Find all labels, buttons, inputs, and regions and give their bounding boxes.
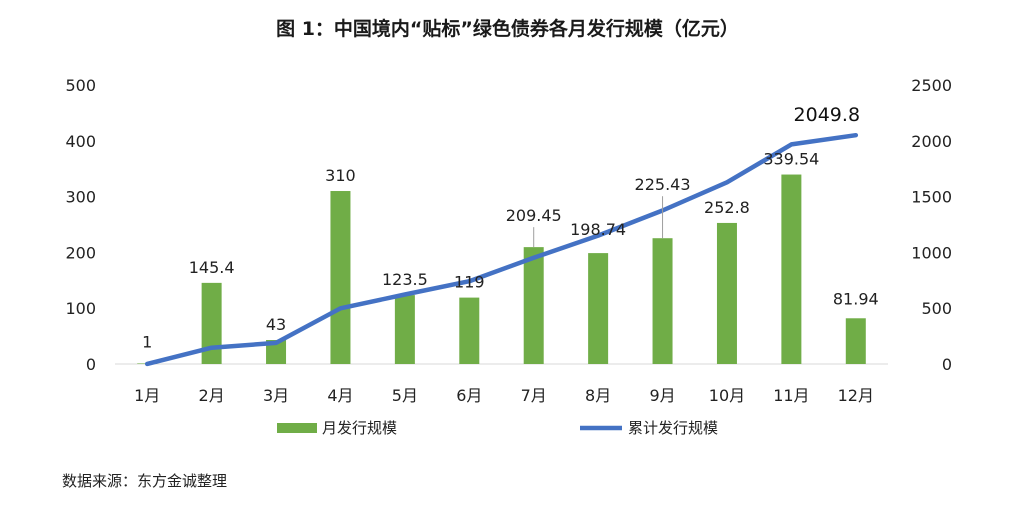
x-tick-label: 7月 (521, 386, 547, 405)
x-tick-label: 5月 (392, 386, 418, 405)
y-left-tick-label: 200 (65, 243, 96, 262)
line-end-label: 2049.8 (794, 104, 860, 126)
cumulative-line (144, 132, 859, 367)
bar (266, 340, 287, 364)
bar-data-label: 119 (454, 273, 485, 292)
y-left-tick-label: 500 (65, 76, 96, 95)
x-tick-label: 6月 (456, 386, 482, 405)
chart-title: 图 1：中国境内“贴标”绿色债券各月发行规模（亿元） (276, 18, 739, 40)
y-left-tick-label: 300 (65, 188, 96, 207)
bar (459, 297, 480, 364)
bar-data-label: 145.4 (189, 258, 235, 277)
y-right-tick-label: 2500 (911, 76, 952, 95)
y-left-tick-label: 100 (65, 299, 96, 318)
bar (201, 282, 222, 364)
bar-data-label: 339.54 (763, 150, 819, 169)
bar-data-label: 310 (325, 166, 356, 185)
bar-data-label: 225.43 (635, 175, 691, 194)
x-tick-label: 12月 (838, 386, 874, 405)
y-left-tick-label: 400 (65, 132, 96, 151)
bar-data-label: 252.8 (704, 198, 750, 217)
y-right-tick-label: 0 (942, 355, 952, 374)
y-right-tick-label: 2000 (911, 132, 952, 151)
x-tick-label: 11月 (773, 386, 809, 405)
bar (845, 318, 866, 364)
y-left-tick-label: 0 (86, 355, 96, 374)
bar (394, 295, 415, 364)
bar (588, 253, 609, 364)
bar-data-label: 123.5 (382, 270, 428, 289)
y-right-tick-label: 1500 (911, 188, 952, 207)
bar-data-label: 81.94 (833, 289, 879, 308)
bar-data-label: 1 (142, 332, 152, 351)
bar (652, 238, 673, 364)
y-right-tick-label: 1000 (911, 243, 952, 262)
x-tick-label: 2月 (199, 386, 225, 405)
bar-data-label: 198.74 (570, 220, 626, 239)
legend-swatch-bar (277, 423, 317, 433)
legend-label-line: 累计发行规模 (628, 419, 718, 437)
bar (781, 174, 802, 364)
x-tick-label: 1月 (134, 386, 160, 405)
x-tick-label: 4月 (327, 386, 353, 405)
x-tick-label: 9月 (649, 386, 675, 405)
bar-data-label: 43 (266, 315, 286, 334)
y-right-tick-label: 500 (921, 299, 952, 318)
bar (330, 191, 351, 364)
source-note: 数据来源：东方金诚整理 (62, 472, 228, 490)
x-tick-label: 8月 (585, 386, 611, 405)
bar (716, 222, 737, 364)
x-tick-label: 3月 (263, 386, 289, 405)
bar (523, 247, 544, 364)
legend-label-bar: 月发行规模 (322, 419, 397, 437)
bar-data-label: 209.45 (506, 206, 562, 225)
x-tick-label: 10月 (709, 386, 745, 405)
